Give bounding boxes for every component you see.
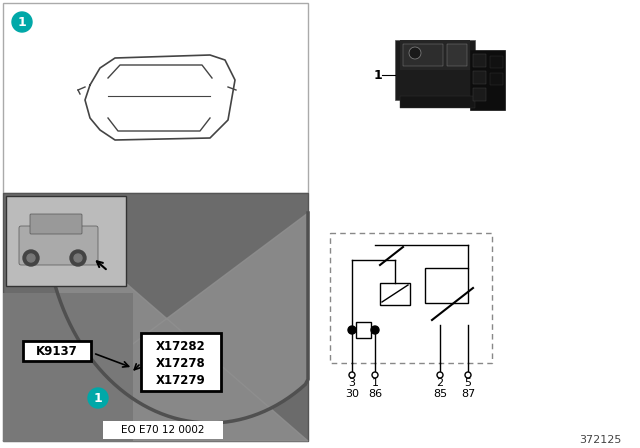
Text: 30: 30 — [345, 389, 359, 399]
Text: 1: 1 — [371, 378, 378, 388]
Circle shape — [348, 326, 356, 334]
FancyBboxPatch shape — [19, 226, 98, 265]
Text: 87: 87 — [461, 389, 475, 399]
Text: 1: 1 — [93, 392, 102, 405]
FancyBboxPatch shape — [403, 44, 443, 66]
Circle shape — [70, 250, 86, 266]
Circle shape — [409, 47, 421, 59]
Text: 5: 5 — [465, 378, 472, 388]
FancyBboxPatch shape — [3, 193, 308, 441]
Circle shape — [371, 326, 379, 334]
Circle shape — [465, 372, 471, 378]
Text: X17282: X17282 — [156, 340, 206, 353]
FancyBboxPatch shape — [473, 54, 486, 67]
FancyBboxPatch shape — [356, 322, 371, 338]
Circle shape — [88, 388, 108, 408]
Circle shape — [74, 254, 82, 262]
Circle shape — [23, 250, 39, 266]
FancyBboxPatch shape — [395, 40, 475, 100]
Circle shape — [437, 372, 443, 378]
Text: 372125: 372125 — [579, 435, 621, 445]
Text: 3: 3 — [349, 378, 355, 388]
FancyBboxPatch shape — [30, 214, 82, 234]
FancyBboxPatch shape — [447, 44, 467, 66]
Text: 86: 86 — [368, 389, 382, 399]
FancyBboxPatch shape — [400, 96, 475, 108]
Text: K9137: K9137 — [36, 345, 78, 358]
FancyBboxPatch shape — [6, 196, 126, 286]
FancyBboxPatch shape — [490, 56, 503, 68]
FancyBboxPatch shape — [141, 333, 221, 391]
Circle shape — [349, 372, 355, 378]
Circle shape — [27, 254, 35, 262]
Polygon shape — [3, 213, 308, 441]
FancyBboxPatch shape — [473, 88, 486, 101]
Text: EO E70 12 0002: EO E70 12 0002 — [121, 425, 205, 435]
FancyBboxPatch shape — [330, 233, 492, 363]
FancyBboxPatch shape — [425, 268, 468, 303]
Text: 1: 1 — [374, 69, 382, 82]
Text: 85: 85 — [433, 389, 447, 399]
Text: X17278: X17278 — [156, 357, 206, 370]
Text: 1: 1 — [18, 16, 26, 29]
FancyBboxPatch shape — [3, 3, 308, 193]
FancyBboxPatch shape — [380, 283, 410, 305]
FancyBboxPatch shape — [23, 341, 91, 361]
Circle shape — [372, 372, 378, 378]
FancyBboxPatch shape — [470, 50, 505, 110]
Circle shape — [12, 12, 32, 32]
FancyBboxPatch shape — [490, 73, 503, 85]
FancyBboxPatch shape — [473, 71, 486, 84]
FancyBboxPatch shape — [400, 40, 470, 70]
FancyBboxPatch shape — [3, 293, 133, 441]
Text: 2: 2 — [436, 378, 444, 388]
FancyBboxPatch shape — [103, 421, 223, 439]
Text: X17279: X17279 — [156, 374, 206, 387]
